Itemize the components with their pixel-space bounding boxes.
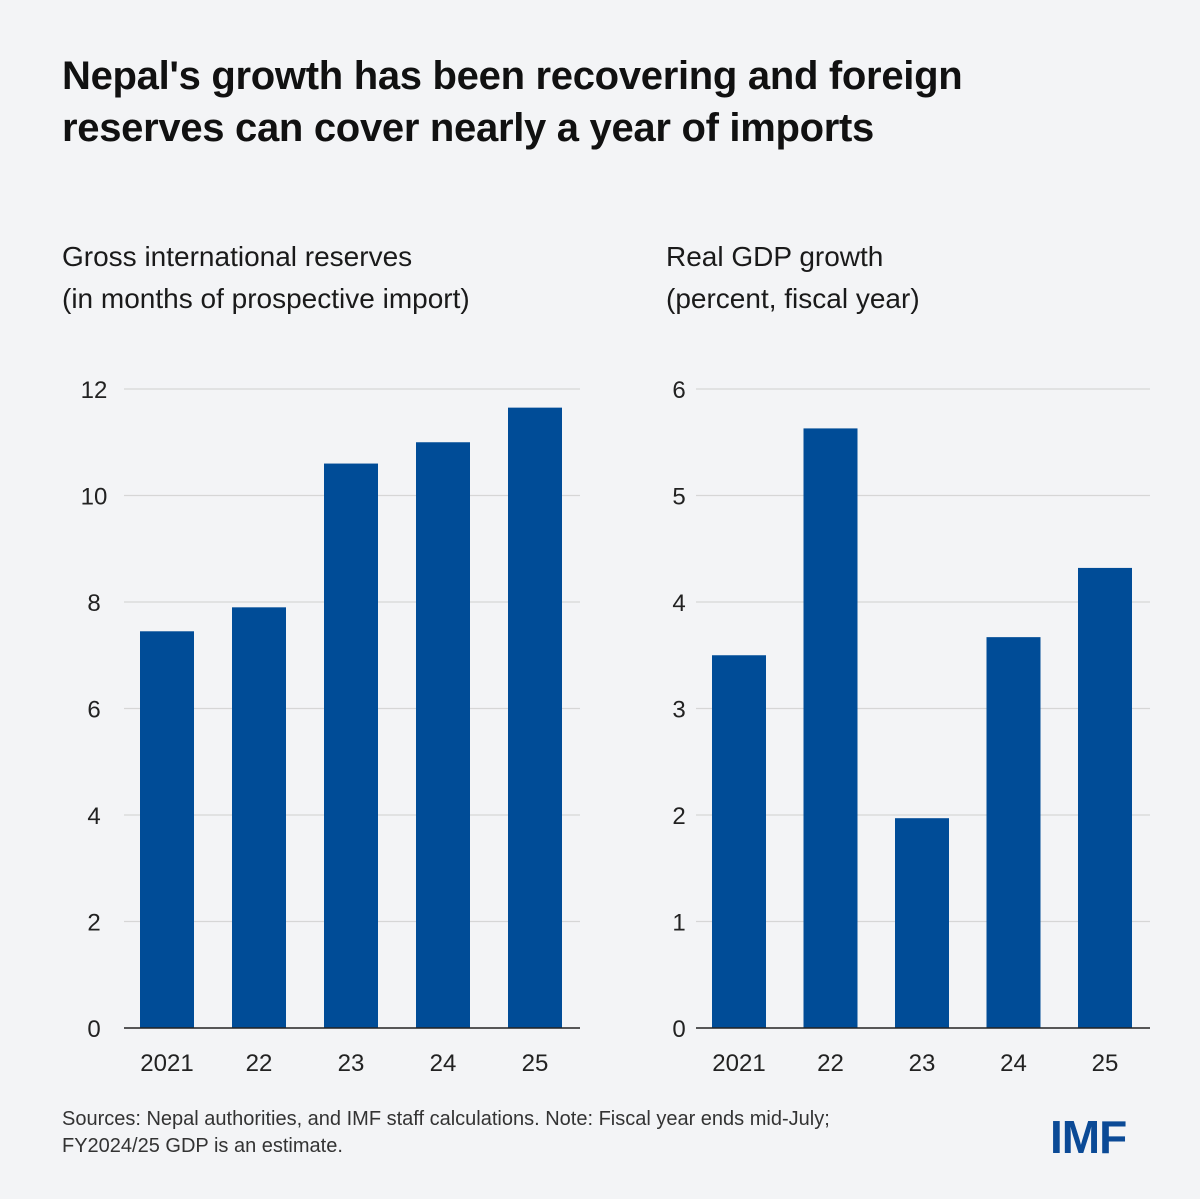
x-tick-label: 2021 — [140, 1050, 193, 1077]
x-tick-label: 25 — [1092, 1050, 1119, 1077]
right-panel-title-text: Real GDP growth — [666, 241, 884, 272]
x-tick-label: 24 — [430, 1050, 457, 1077]
bar-23 — [324, 463, 378, 1028]
x-tick-label: 23 — [909, 1050, 936, 1077]
bar-24 — [416, 442, 470, 1028]
y-tick-label: 10 — [81, 484, 108, 511]
y-tick-label: 4 — [672, 590, 685, 617]
x-tick-label: 22 — [817, 1050, 844, 1077]
y-tick-label: 0 — [672, 1016, 685, 1043]
source-note-line-1: Sources: Nepal authorities, and IMF staf… — [62, 1108, 830, 1130]
bar-2021 — [140, 631, 194, 1028]
x-tick-label: 2021 — [712, 1050, 765, 1077]
left-panel-title-text: Gross international reserves — [62, 241, 413, 272]
y-tick-label: 4 — [87, 803, 100, 830]
left-panel-title: Gross international reserves (in months … — [62, 236, 470, 320]
title-line-2: reserves can cover nearly a year of impo… — [62, 106, 875, 150]
y-tick-label: 12 — [81, 377, 108, 404]
bar-25 — [508, 407, 562, 1028]
source-note: Sources: Nepal authorities, and IMF staf… — [62, 1106, 962, 1160]
x-tick-label: 23 — [338, 1050, 365, 1077]
bar-2021 — [712, 655, 766, 1028]
bar-25 — [1078, 567, 1132, 1028]
right-panel-title: Real GDP growth (percent, fiscal year) — [666, 236, 920, 320]
bar-22 — [232, 607, 286, 1028]
y-tick-label: 6 — [87, 697, 100, 724]
chart-title: Nepal's growth has been recovering and f… — [62, 50, 1162, 154]
x-tick-label: 24 — [1000, 1050, 1027, 1077]
x-tick-label: 25 — [522, 1050, 549, 1077]
y-tick-label: 0 — [87, 1016, 100, 1043]
y-tick-label: 8 — [87, 590, 100, 617]
bar-23 — [895, 818, 949, 1028]
right-panel-subtitle: (percent, fiscal year) — [666, 283, 920, 314]
y-tick-label: 2 — [672, 803, 685, 830]
bar-22 — [803, 428, 858, 1028]
y-tick-label: 2 — [87, 910, 100, 937]
source-note-line-2: FY2024/25 GDP is an estimate. — [62, 1135, 343, 1157]
y-tick-label: 6 — [672, 377, 685, 404]
bar-24 — [986, 637, 1041, 1028]
y-tick-label: 1 — [672, 910, 685, 937]
title-line-1: Nepal's growth has been recovering and f… — [62, 54, 963, 98]
left-panel-subtitle: (in months of prospective import) — [62, 283, 470, 314]
y-tick-label: 5 — [672, 484, 685, 511]
x-tick-label: 22 — [246, 1050, 273, 1077]
imf-logo: IMF — [1050, 1111, 1127, 1163]
y-tick-label: 3 — [672, 697, 685, 724]
